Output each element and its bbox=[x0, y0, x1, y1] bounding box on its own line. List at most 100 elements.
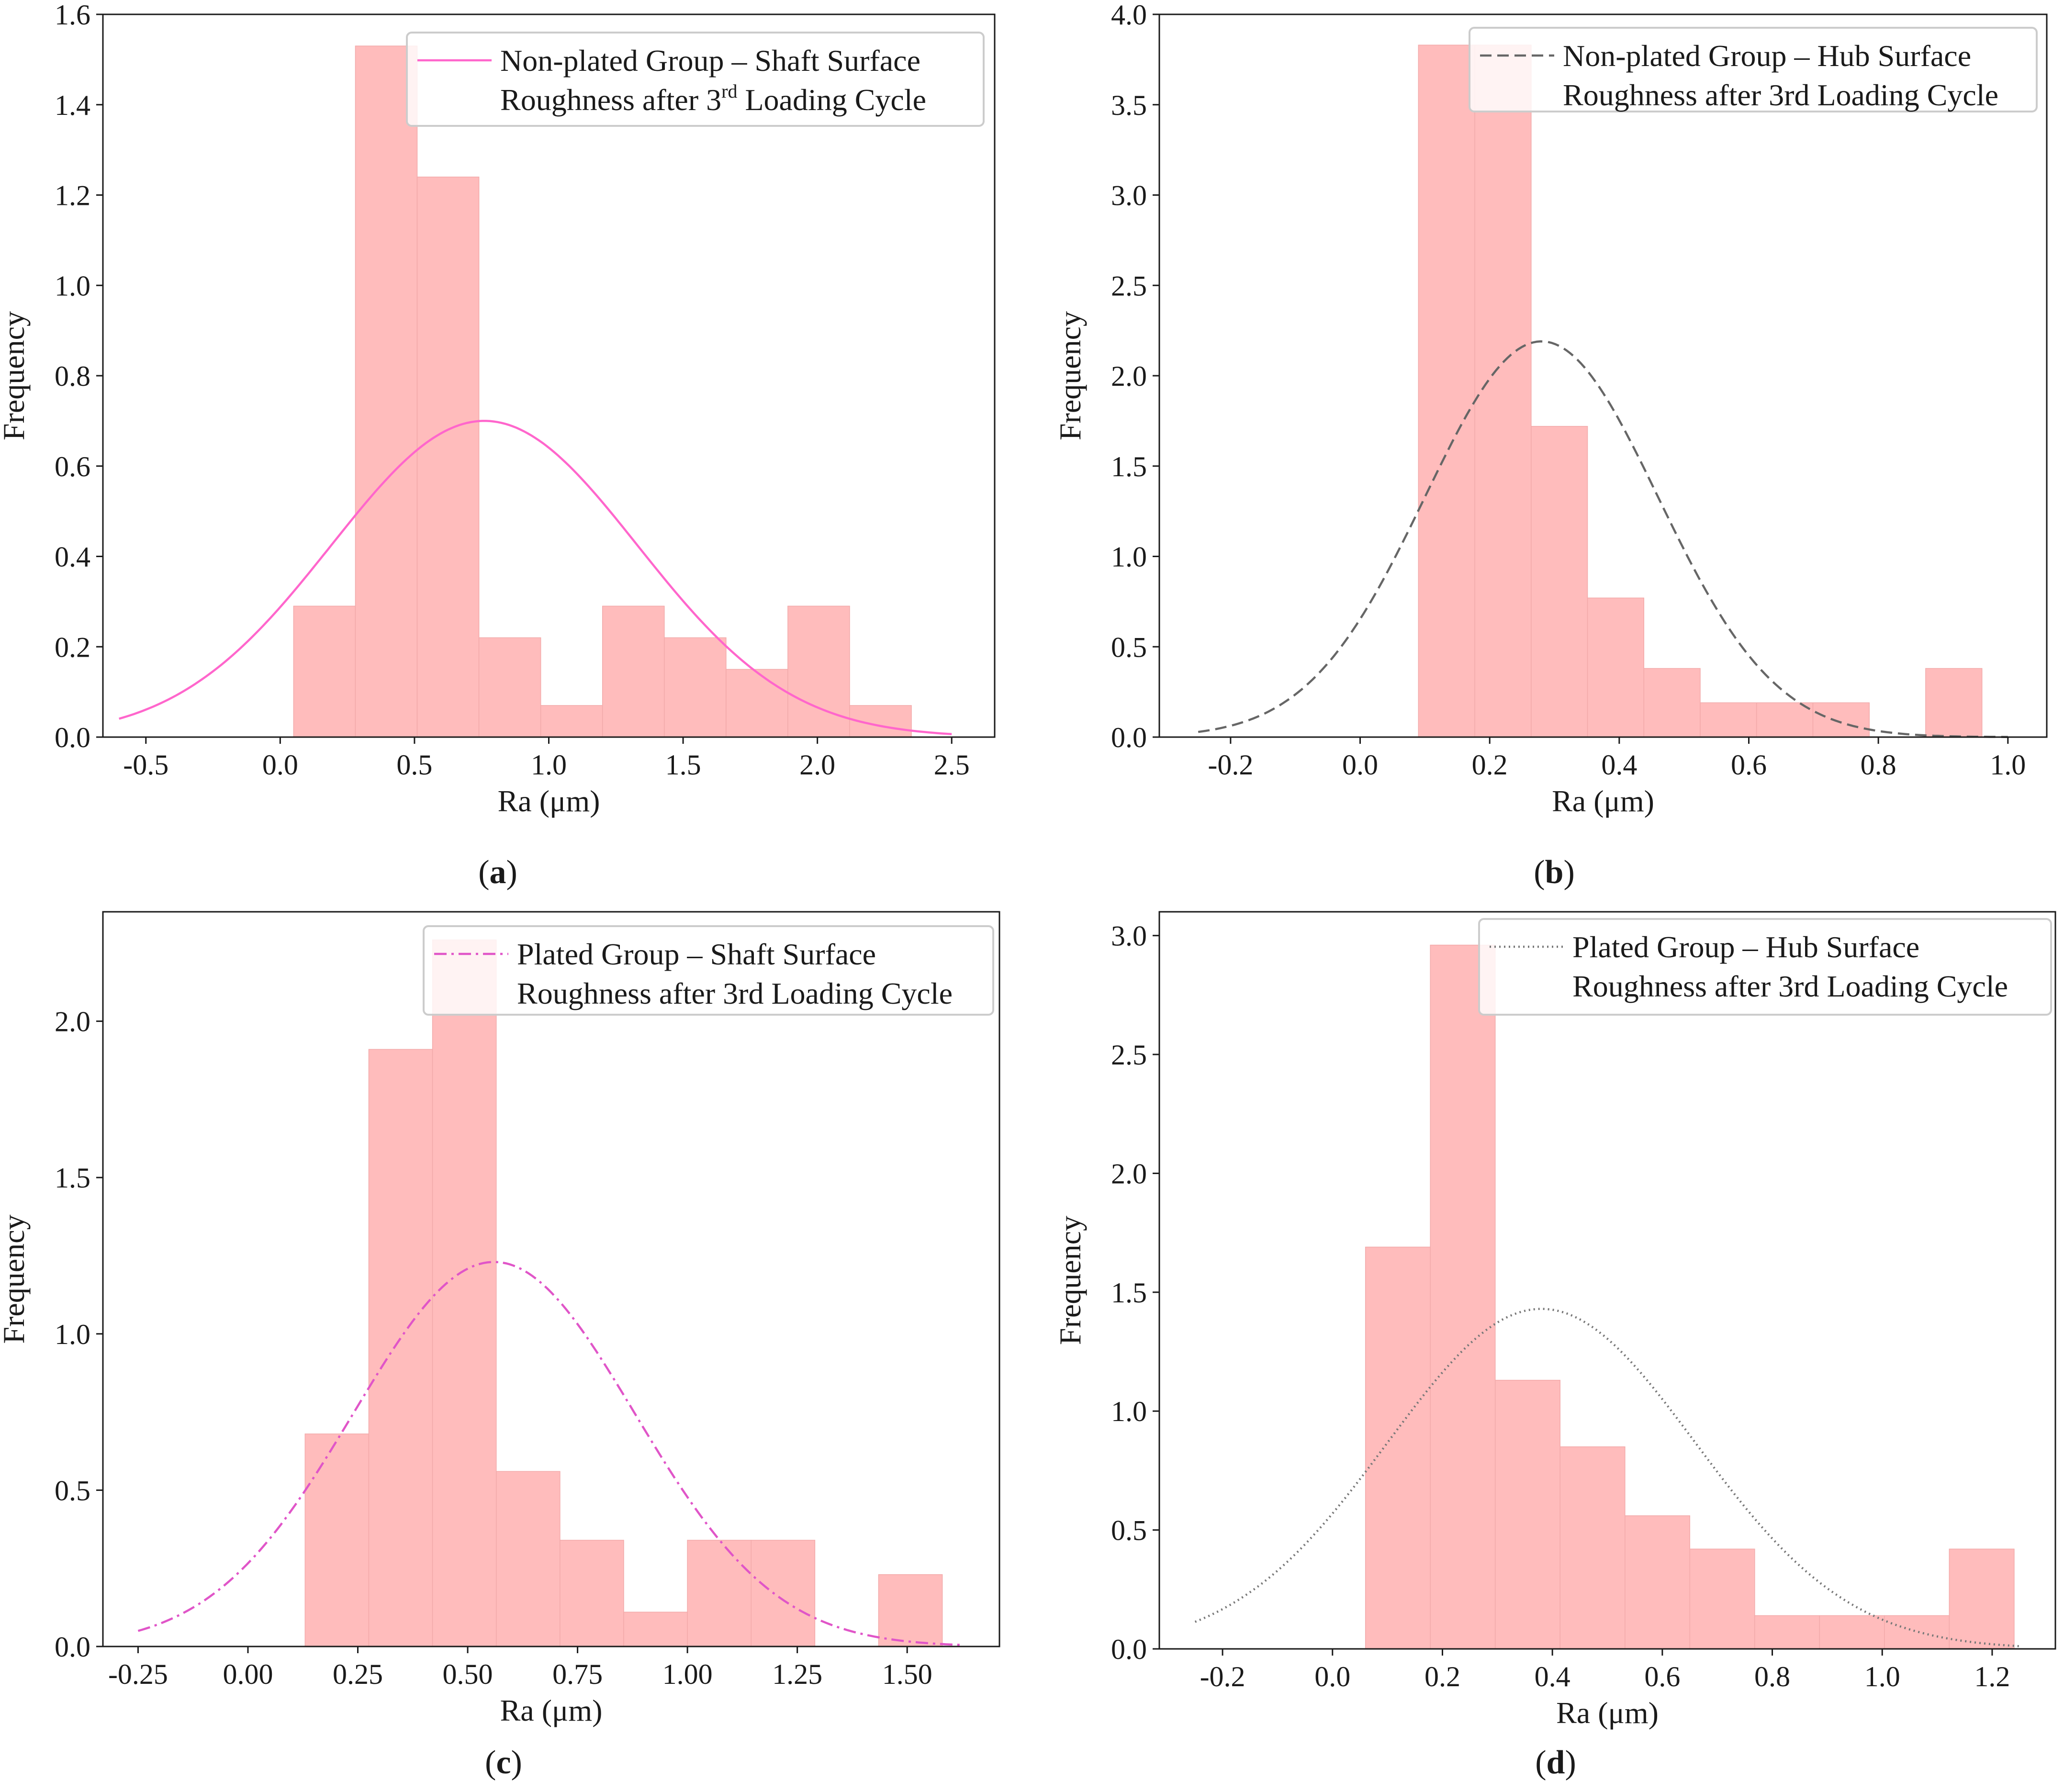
panel-caption: (c) bbox=[485, 1744, 522, 1781]
x-tick-label: 0.0 bbox=[1314, 1661, 1350, 1692]
x-axis-label: Ra (μm) bbox=[498, 784, 600, 818]
histogram-bar bbox=[1365, 1246, 1431, 1649]
y-tick-label: 0.0 bbox=[55, 722, 90, 753]
y-tick-label: 0.0 bbox=[1111, 1634, 1147, 1665]
legend: Non-plated Group – Hub Surface Roughness … bbox=[1469, 27, 2038, 112]
x-tick-label: 0.2 bbox=[1425, 1661, 1460, 1692]
x-tick-label: -0.25 bbox=[108, 1658, 168, 1690]
y-tick-label: 1.5 bbox=[1111, 1277, 1147, 1309]
y-tick-label: 4.0 bbox=[1111, 0, 1147, 31]
legend-label-line2: Roughness after 3rd Loading Cycle bbox=[517, 976, 953, 1010]
chart-panel-d: -0.2 0.0 0.2 0.4 0.6 0.8 1.0 1.2 0.0 0.5 1.0 1.5 2.0… bbox=[1053, 911, 2056, 1781]
legend-label-line2-text: Roughness after 3 bbox=[500, 83, 721, 117]
histogram-bar bbox=[1884, 1615, 1950, 1649]
y-tick-label: 2.0 bbox=[55, 1006, 90, 1038]
x-axis-label: Ra (μm) bbox=[1552, 784, 1654, 818]
y-tick-label: 0.5 bbox=[55, 1475, 90, 1506]
x-tick-label: 0.6 bbox=[1731, 749, 1767, 781]
y-axis-label: Frequency bbox=[0, 1214, 31, 1344]
legend-label-line2: Roughness after 3rd Loading Cycle bbox=[1563, 78, 1998, 112]
y-tick-label: 0.5 bbox=[1111, 1515, 1147, 1546]
legend-box bbox=[1478, 918, 2052, 1016]
histogram-bar bbox=[1754, 1615, 1820, 1649]
y-tick-label: 1.0 bbox=[55, 1319, 90, 1350]
legend-label-line1: Non-plated Group – Hub Surface bbox=[1563, 39, 1971, 73]
histogram-bar bbox=[1689, 1548, 1755, 1649]
chart-panel-a: -0.5 0.0 0.5 1.0 1.5 2.0 2.5 0.0 0.2 0.4 0.6 0.8 1.0… bbox=[0, 0, 996, 891]
caption-letter: d bbox=[1547, 1744, 1565, 1781]
plot-frame bbox=[102, 911, 1000, 1647]
normal-fit-curve bbox=[137, 1261, 965, 1646]
histogram-bar bbox=[878, 1574, 943, 1647]
x-tick-label: 1.5 bbox=[665, 749, 701, 781]
histogram-bar bbox=[495, 1471, 561, 1647]
caption-close-paren: ) bbox=[1563, 854, 1574, 891]
x-tick-label: 0.25 bbox=[333, 1658, 383, 1690]
histogram-bar bbox=[602, 605, 665, 738]
histogram-bar bbox=[1587, 597, 1645, 738]
caption-letter: c bbox=[496, 1744, 511, 1781]
y-axis-label: Frequency bbox=[0, 311, 31, 440]
histogram-bar bbox=[687, 1540, 752, 1647]
panel-caption: (a) bbox=[478, 854, 517, 891]
x-tick-label: 1.50 bbox=[882, 1658, 932, 1690]
y-tick-label: 0.4 bbox=[55, 541, 90, 573]
histogram-bar bbox=[787, 605, 850, 738]
x-tick-label: 0.4 bbox=[1601, 749, 1637, 781]
y-axis-label: Frequency bbox=[1053, 1216, 1087, 1345]
legend-label-line2: Roughness after 3rd Loading Cycle bbox=[500, 80, 926, 117]
legend: Non-plated Group – Shaft SurfaceRoughnes… bbox=[406, 32, 985, 127]
y-tick-label: 2.5 bbox=[1111, 270, 1147, 302]
x-tick-label: 0.5 bbox=[396, 749, 432, 781]
histogram-bar bbox=[1925, 668, 1983, 738]
legend-label-line2-rest: Loading Cycle bbox=[737, 83, 926, 117]
x-tick-label: -0.5 bbox=[123, 749, 168, 781]
y-tick-label: 2.0 bbox=[1111, 360, 1147, 392]
y-tick-label: 0.8 bbox=[55, 360, 90, 392]
histogram-bar bbox=[623, 1612, 688, 1647]
y-tick-label: 1.0 bbox=[1111, 1396, 1147, 1427]
x-tick-label: 1.00 bbox=[662, 1658, 713, 1690]
y-axis-label: Frequency bbox=[1053, 311, 1087, 440]
histogram-bar bbox=[664, 637, 727, 738]
legend-label-line2-text: Roughness after 3rd Loading Cycle bbox=[1563, 78, 1998, 112]
legend: Plated Group – Shaft Surface Roughness af… bbox=[423, 925, 994, 1016]
y-tick-label: 1.0 bbox=[55, 270, 90, 302]
y-tick-label: 0.0 bbox=[55, 1631, 90, 1663]
x-tick-label: 0.0 bbox=[1342, 749, 1378, 781]
x-tick-label: 0.00 bbox=[223, 1658, 273, 1690]
histogram-bar bbox=[751, 1540, 816, 1647]
x-tick-label: 0.75 bbox=[552, 1658, 603, 1690]
x-tick-label: 2.5 bbox=[934, 749, 970, 781]
chart-panel-c: -0.25 0.00 0.25 0.50 0.75 1.00 1.25 1.50 0.0 0.5 1… bbox=[0, 911, 1000, 1781]
caption-close-paren: ) bbox=[506, 854, 517, 891]
y-tick-label: 3.0 bbox=[1111, 180, 1147, 212]
x-tick-label: 0.8 bbox=[1754, 1661, 1790, 1692]
histogram-bar bbox=[540, 705, 603, 738]
legend-label-line1: Plated Group – Hub Surface bbox=[1572, 930, 1919, 964]
histogram-bar bbox=[1812, 702, 1870, 738]
y-tick-label: 0.6 bbox=[55, 451, 90, 482]
caption-close-paren: ) bbox=[511, 1744, 522, 1781]
histogram-bar bbox=[368, 1049, 433, 1647]
histogram-bar bbox=[432, 940, 497, 1647]
legend-box bbox=[423, 925, 994, 1016]
legend-label-line2-text: Roughness after 3rd Loading Cycle bbox=[517, 976, 953, 1010]
y-tick-label: 3.5 bbox=[1111, 90, 1147, 121]
histogram-bar bbox=[1625, 1515, 1691, 1649]
legend-box bbox=[1469, 27, 2038, 112]
x-tick-label: 1.0 bbox=[1864, 1661, 1900, 1692]
x-tick-label: 0.0 bbox=[262, 749, 298, 781]
y-tick-label: 1.0 bbox=[1111, 541, 1147, 573]
legend-superscript: rd bbox=[721, 80, 737, 102]
histogram-bar bbox=[1756, 702, 1814, 738]
histogram-bar bbox=[1700, 702, 1757, 738]
legend-label-line2-text: Roughness after 3rd Loading Cycle bbox=[1572, 969, 2008, 1003]
y-tick-label: 1.5 bbox=[1111, 451, 1147, 482]
chart-panel-b: -0.2 0.0 0.2 0.4 0.6 0.8 1.0 0.0 0.5 1.0 1.5 2.0 2.5… bbox=[1053, 0, 2048, 891]
x-axis-label: Ra (μm) bbox=[1556, 1696, 1659, 1730]
histogram-bar bbox=[1643, 668, 1701, 738]
histogram-bar bbox=[1418, 45, 1475, 738]
caption-open-paren: ( bbox=[1535, 1744, 1546, 1781]
histogram-bar bbox=[1819, 1615, 1885, 1649]
